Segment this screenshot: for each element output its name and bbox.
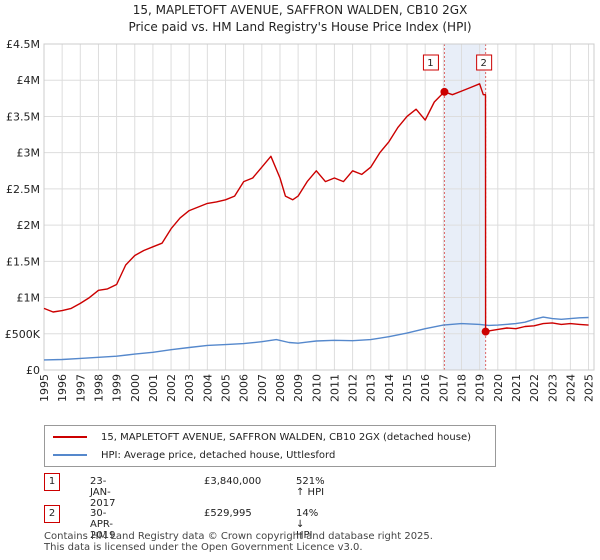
x-tick-label: 1997 — [74, 374, 87, 402]
y-tick-label: £1.5M — [6, 255, 40, 268]
transaction-price: £3,840,000 — [204, 476, 262, 487]
y-tick-label: £500K — [5, 328, 41, 341]
y-tick-label: £4.5M — [6, 38, 40, 51]
legend-label-property: 15, MAPLETOFT AVENUE, SAFFRON WALDEN, CB… — [101, 431, 472, 443]
footer-licence: This data is licensed under the Open Gov… — [44, 542, 363, 553]
y-tick-label: £0 — [26, 364, 40, 377]
x-tick-label: 2011 — [328, 374, 341, 402]
plot-frame — [43, 43, 595, 371]
footer-copyright: Contains HM Land Registry data © Crown c… — [44, 531, 433, 542]
transaction-date: 30-APR-2019 — [90, 508, 116, 541]
x-tick-label: 2000 — [129, 374, 142, 402]
transaction-point — [440, 87, 449, 96]
x-tick-label: 2021 — [510, 374, 523, 402]
transaction-badge: 1 — [44, 473, 60, 491]
x-tick-label: 2004 — [201, 374, 214, 402]
annotation-badge-box — [476, 54, 493, 71]
x-tick-label: 2018 — [455, 374, 468, 402]
y-tick-label: £3.5M — [6, 110, 40, 123]
x-tick-label: 2001 — [147, 374, 160, 402]
x-tick-label: 2016 — [419, 374, 432, 402]
x-tick-label: 2010 — [310, 374, 323, 402]
y-tick-label: £2M — [17, 219, 41, 232]
transaction-hpi: 14% ↓ HPI — [296, 508, 319, 541]
x-tick-label: 2015 — [401, 374, 414, 402]
transaction-price: £529,995 — [204, 508, 252, 519]
x-tick-label: 2023 — [546, 374, 559, 402]
chart-title: 15, MAPLETOFT AVENUE, SAFFRON WALDEN, CB… — [132, 3, 468, 17]
x-tick-label: 2014 — [383, 374, 396, 402]
x-tick-label: 2002 — [165, 374, 178, 402]
x-tick-label: 1999 — [111, 374, 124, 402]
x-tick-label: 2019 — [474, 374, 487, 402]
hpi-line — [43, 316, 589, 361]
transaction-period-shade — [444, 44, 486, 370]
x-tick-label: 1998 — [92, 374, 105, 402]
x-tick-label: 2009 — [292, 374, 305, 402]
x-tick-label: 2017 — [437, 374, 450, 402]
x-tick-label: 2006 — [238, 374, 251, 402]
x-tick-label: 1995 — [38, 374, 51, 402]
y-tick-label: £4M — [17, 74, 41, 87]
x-tick-label: 2008 — [274, 374, 287, 402]
plot-area — [44, 44, 594, 370]
transaction-hpi: 521% ↑ HPI — [296, 476, 325, 498]
chart-subtitle: Price paid vs. HM Land Registry's House … — [128, 20, 472, 34]
x-tick-label: 2020 — [492, 374, 505, 402]
annotation-badge-box — [422, 54, 439, 71]
x-tick-label: 2024 — [564, 374, 577, 402]
x-tick-label: 1996 — [56, 374, 69, 402]
legend-item-hpi: HPI: Average price, detached house, Uttl… — [53, 447, 335, 463]
y-tick-label: £3M — [17, 147, 41, 160]
annotation-badge-label: 1 — [427, 58, 433, 69]
footer: Contains HM Land Registry data © Crown c… — [44, 531, 433, 553]
y-tick-label: £1M — [17, 292, 41, 305]
x-tick-label: 2013 — [365, 374, 378, 402]
legend-swatch-property — [53, 436, 87, 438]
transaction-badge: 2 — [44, 505, 60, 523]
property-price-line — [43, 83, 589, 333]
x-tick-label: 2003 — [183, 374, 196, 402]
annotation-badge-label: 2 — [480, 58, 486, 69]
legend: 15, MAPLETOFT AVENUE, SAFFRON WALDEN, CB… — [44, 425, 496, 467]
legend-label-hpi: HPI: Average price, detached house, Uttl… — [101, 449, 336, 461]
transaction-date: 23-JAN-2017 — [90, 476, 116, 509]
price-chart: 1 2 £0 £500K £1M £1.5M £2M £2.5M £3M £3.5M £4M £4.5… — [5, 38, 596, 402]
x-tick-label: 2022 — [528, 374, 541, 402]
transaction-point — [481, 327, 490, 336]
x-tick-label: 2005 — [220, 374, 233, 402]
x-tick-label: 2012 — [347, 374, 360, 402]
x-tick-label: 2007 — [256, 374, 269, 402]
legend-item-property: 15, MAPLETOFT AVENUE, SAFFRON WALDEN, CB… — [53, 429, 471, 445]
legend-swatch-hpi — [53, 454, 87, 456]
y-tick-label: £2.5M — [6, 183, 40, 196]
x-tick-label: 2025 — [583, 374, 596, 402]
